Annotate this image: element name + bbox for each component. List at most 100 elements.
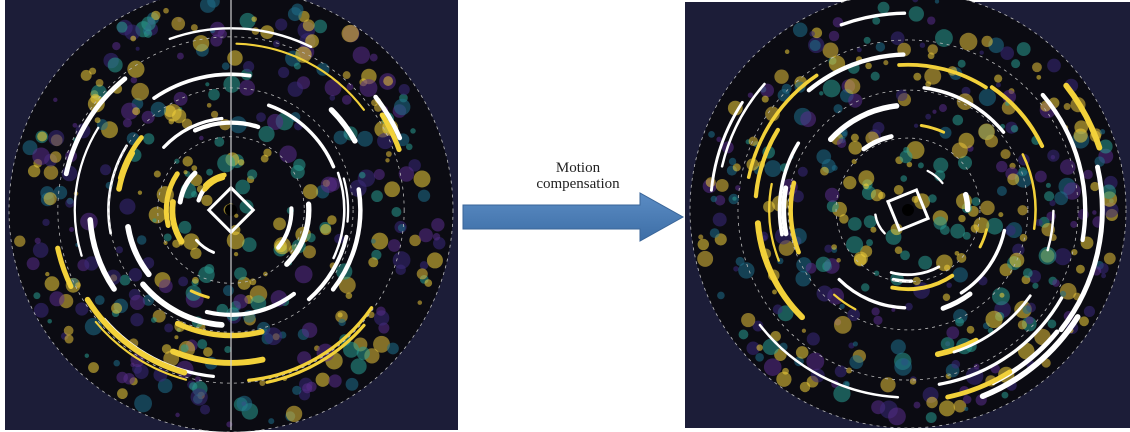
clutter	[193, 35, 209, 51]
clutter	[399, 166, 414, 181]
clutter	[749, 137, 758, 146]
clutter	[1044, 191, 1054, 201]
clutter	[825, 188, 839, 202]
clutter	[1064, 103, 1071, 110]
clutter	[816, 257, 831, 272]
clutter	[963, 395, 972, 404]
clutter	[1018, 320, 1027, 329]
clutter	[800, 382, 810, 392]
clutter	[53, 98, 57, 102]
clutter	[1023, 268, 1033, 278]
clutter	[95, 295, 105, 305]
clutter	[143, 133, 154, 144]
figure: Motion compensation	[0, 0, 1130, 432]
clutter	[177, 53, 184, 60]
clutter	[123, 119, 132, 128]
clutter	[383, 76, 393, 86]
clutter	[163, 8, 169, 14]
clutter	[49, 291, 64, 306]
clutter	[302, 323, 317, 338]
clutter	[764, 160, 781, 177]
clutter	[832, 165, 838, 171]
clutter	[191, 388, 208, 405]
clutter	[925, 114, 931, 120]
clutter	[1018, 205, 1028, 215]
clutter	[44, 165, 59, 180]
clutter	[206, 169, 213, 176]
clutter	[116, 372, 128, 384]
clutter	[698, 239, 709, 250]
clutter	[1092, 210, 1096, 214]
clutter	[1047, 320, 1056, 329]
clutter	[45, 276, 60, 291]
clutter	[357, 131, 373, 147]
clutter	[1076, 265, 1085, 274]
clutter	[273, 40, 280, 47]
clutter	[32, 147, 50, 165]
clutter	[342, 95, 352, 105]
clutter	[141, 16, 155, 30]
clutter	[997, 186, 1007, 196]
clutter	[981, 36, 992, 47]
clutter	[37, 132, 47, 142]
clutter	[151, 102, 166, 117]
clutter	[1032, 62, 1042, 72]
clutter	[199, 136, 204, 141]
clutter	[1046, 183, 1051, 188]
clutter	[183, 156, 193, 166]
clutter	[837, 139, 846, 148]
clutter	[388, 239, 401, 252]
clutter	[384, 181, 400, 197]
clutter	[178, 221, 191, 234]
clutter	[798, 167, 808, 177]
radar-center	[902, 204, 914, 216]
clutter	[711, 196, 717, 202]
clutter	[108, 57, 123, 72]
clutter	[295, 266, 313, 284]
clutter	[288, 7, 302, 21]
clutter	[776, 372, 791, 387]
clutter	[154, 171, 161, 178]
clutter	[933, 158, 948, 173]
clutter	[338, 312, 343, 317]
clutter	[807, 332, 820, 345]
clutter	[371, 190, 383, 202]
clutter	[1017, 42, 1031, 56]
clutter	[836, 258, 841, 263]
clutter	[871, 72, 880, 81]
clutter	[866, 239, 873, 246]
clutter	[763, 339, 779, 355]
clutter	[131, 77, 138, 84]
clutter	[342, 25, 359, 42]
arrow	[463, 193, 683, 241]
clutter	[1047, 59, 1061, 73]
clutter	[729, 158, 736, 165]
clutter	[848, 94, 862, 108]
clutter	[89, 68, 96, 75]
clutter	[1007, 173, 1019, 185]
clutter	[227, 50, 242, 65]
clutter	[159, 279, 173, 293]
clutter	[843, 176, 856, 189]
arrow-label-line: compensation	[536, 176, 620, 192]
clutter	[130, 36, 136, 42]
clutter	[834, 104, 843, 113]
clutter	[946, 282, 952, 288]
clutter	[138, 191, 142, 195]
clutter	[1047, 150, 1059, 162]
clutter	[393, 251, 411, 269]
clutter	[912, 196, 919, 203]
clutter	[697, 251, 713, 267]
clutter	[785, 49, 790, 54]
clutter	[268, 418, 274, 424]
clutter	[191, 24, 198, 31]
clutter	[261, 155, 269, 163]
clutter	[100, 164, 111, 175]
clutter	[816, 149, 831, 164]
clutter	[222, 62, 230, 70]
clutter	[980, 51, 984, 55]
clutter	[164, 233, 172, 241]
clutter	[163, 241, 167, 245]
clutter	[75, 302, 88, 315]
clutter	[418, 190, 430, 202]
